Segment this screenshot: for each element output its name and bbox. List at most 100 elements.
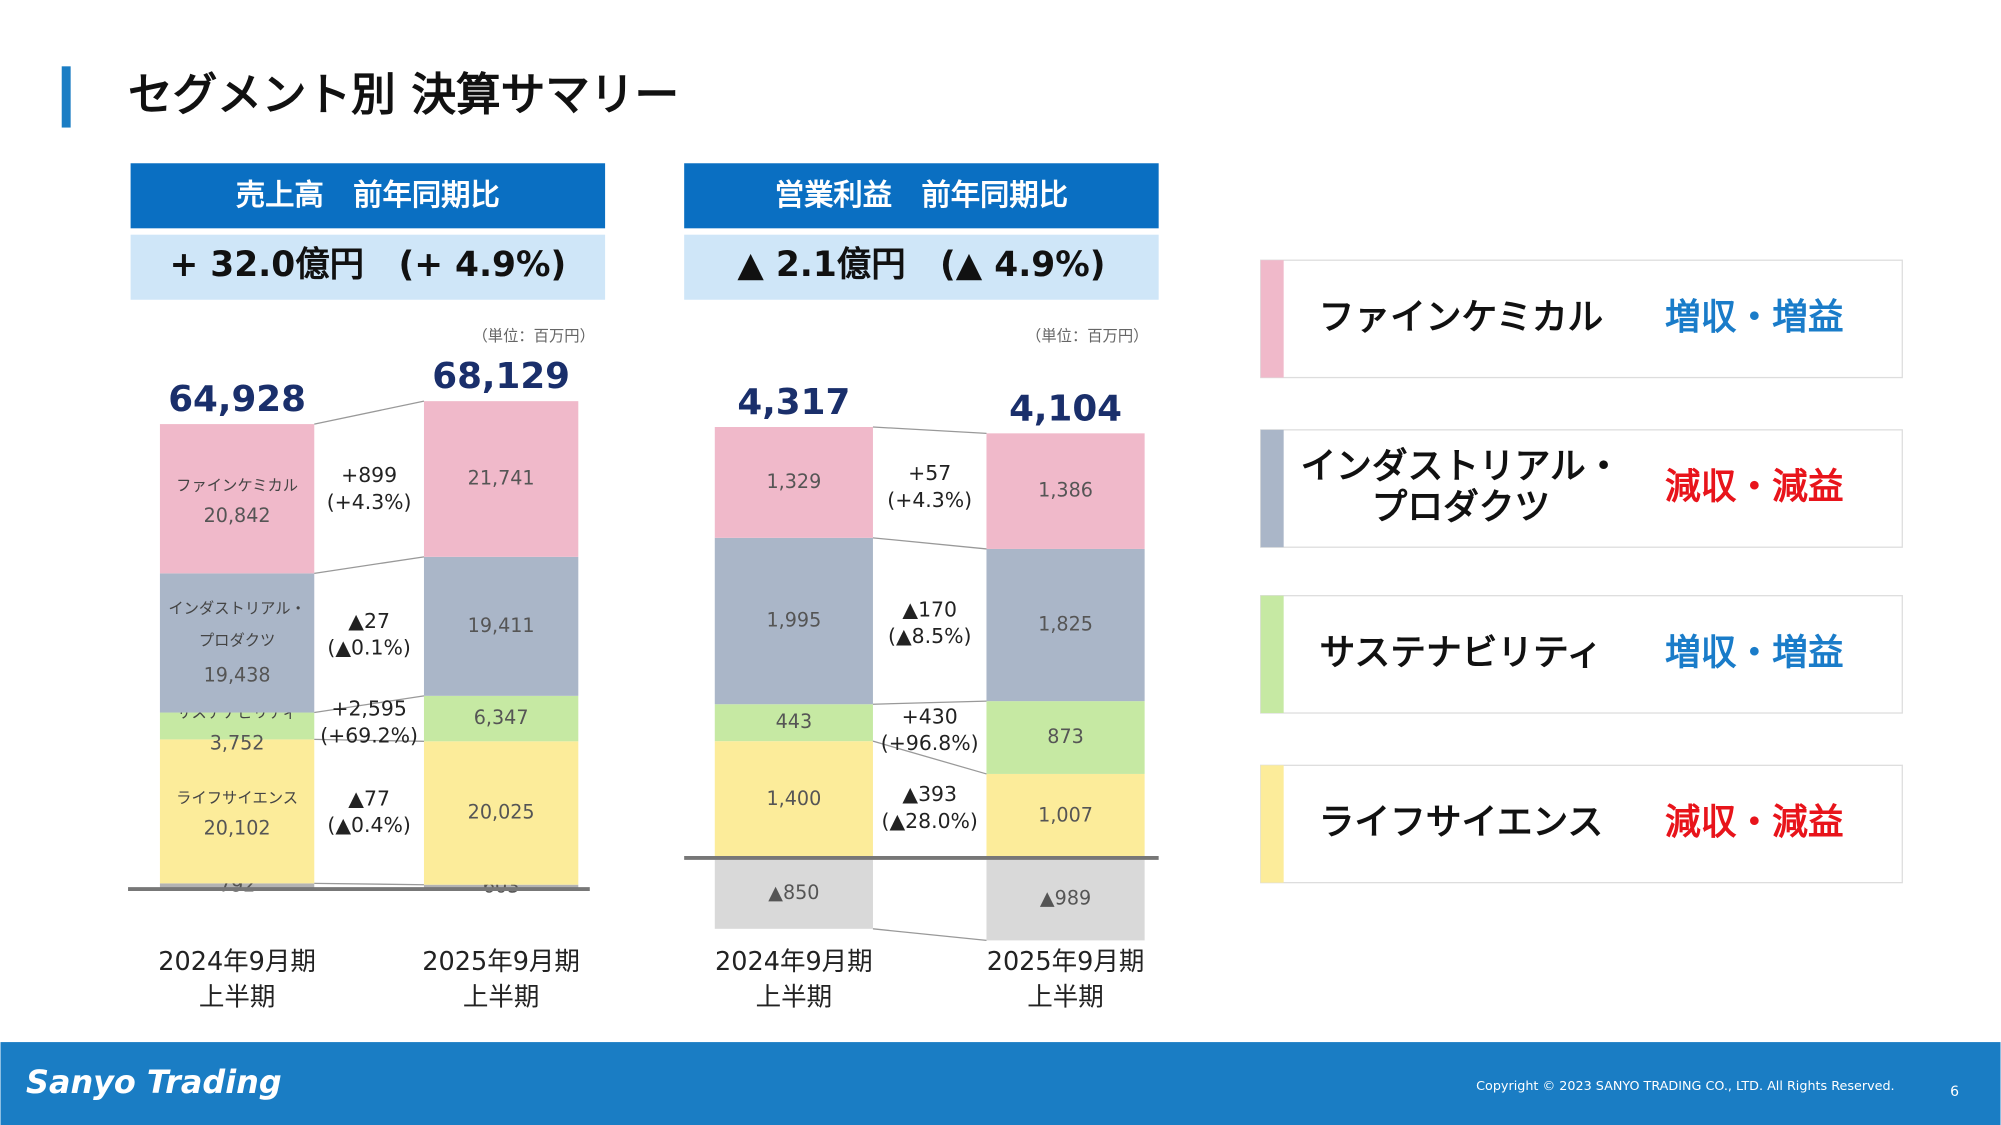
- bar-segment: [423, 556, 579, 696]
- category-label: 2025年9月期: [987, 947, 1145, 977]
- segment-label: ライフサイエンス: [1319, 802, 1604, 843]
- category-label: 上半期: [1027, 983, 1104, 1013]
- value-label: 1,825: [1038, 613, 1093, 636]
- value-label: 873: [1047, 725, 1084, 748]
- value-label: 19,438: [204, 664, 271, 687]
- value-label: 1,400: [766, 787, 821, 810]
- bar-segment: [159, 573, 315, 713]
- segment-box: [1260, 429, 1903, 548]
- change-label: +899: [341, 463, 397, 487]
- change-label: (+96.8%): [881, 731, 979, 755]
- unit-label: （単位：百万円）: [472, 327, 594, 345]
- bar-segment: [986, 433, 1145, 549]
- change-label: (+4.3%): [327, 490, 412, 514]
- segment-label: プロダクツ: [1372, 487, 1551, 528]
- connector: [314, 556, 425, 574]
- segment-name: ファインケミカル: [176, 476, 298, 494]
- bar-segment: [986, 548, 1145, 702]
- value-label: 20,025: [468, 801, 535, 824]
- bar-segment: [423, 695, 579, 742]
- unit-label: （単位：百万円）: [1026, 327, 1148, 345]
- change-label: (▲0.4%): [327, 813, 410, 837]
- segment-result: 増収・増益: [1665, 632, 1844, 673]
- bar-segment: [714, 537, 873, 705]
- connector: [872, 426, 987, 434]
- value-label: 19,411: [468, 614, 535, 637]
- bar-segment: [423, 741, 579, 885]
- segment-color: [1260, 595, 1284, 714]
- category-label: 2024年9月期: [715, 947, 873, 977]
- change-label: (+69.2%): [320, 723, 418, 747]
- segment-color: [1260, 429, 1284, 548]
- bar-segment: [159, 712, 315, 740]
- segment-name: インダストリアル・: [168, 600, 306, 618]
- change-label: +2,595: [331, 697, 406, 721]
- segment-name: ライフサイエンス: [176, 789, 298, 807]
- segment-label: ファインケミカル: [1319, 297, 1604, 338]
- total-label: 64,928: [168, 379, 306, 420]
- total-label: 4,104: [1009, 388, 1122, 429]
- value-label: 3,752: [210, 731, 265, 754]
- segment-box: [1260, 764, 1903, 884]
- bar-segment: [423, 884, 579, 890]
- connector: [872, 700, 987, 705]
- value-label: 20,842: [204, 504, 271, 527]
- segment-name: プロダクツ: [199, 632, 275, 650]
- segment-label: インダストリアル・: [1300, 446, 1621, 487]
- change-label: +57: [908, 461, 951, 485]
- total-label: 68,129: [432, 356, 570, 397]
- bar-segment: [986, 857, 1145, 941]
- value-label: ▲850: [768, 881, 819, 904]
- change-label: ▲170: [902, 597, 957, 621]
- change-label: +430: [902, 704, 958, 728]
- summary: + 32.0億円 (+ 4.9%): [169, 245, 566, 285]
- value-label: 1,007: [1038, 803, 1093, 826]
- connector: [872, 537, 987, 550]
- change-label: ▲393: [902, 782, 957, 806]
- segment-box: [1260, 595, 1903, 714]
- header-box: [684, 163, 1159, 229]
- value-label: 1,995: [766, 609, 821, 632]
- connector: [872, 928, 987, 942]
- logo: Sanyo Trading: [26, 1063, 282, 1101]
- bar-segment: [159, 424, 315, 574]
- change-label: (▲28.0%): [882, 809, 978, 833]
- category-label: 上半期: [756, 983, 833, 1013]
- title-accent: [61, 66, 71, 128]
- connector: [314, 882, 424, 886]
- value-label: 443: [776, 710, 813, 733]
- category-label: 上半期: [199, 983, 276, 1013]
- value-label: 1,329: [766, 470, 821, 493]
- change-label: (+4.3%): [887, 488, 972, 512]
- footer-band: [0, 1042, 2001, 1125]
- connector: [314, 738, 424, 742]
- segment-color: [1260, 260, 1284, 378]
- segment-color: [1260, 765, 1284, 883]
- summary-box: [684, 234, 1159, 300]
- copyright: Copyright © 2023 SANYO TRADING CO., LTD.…: [1476, 1079, 1895, 1094]
- change-label: (▲8.5%): [888, 624, 971, 648]
- segment-result: 減収・減益: [1665, 467, 1844, 508]
- category-label: 2024年9月期: [158, 947, 316, 977]
- connector: [872, 740, 987, 775]
- summary: ▲ 2.1億円 (▲ 4.9%): [737, 245, 1105, 285]
- bar-segment: [714, 741, 873, 858]
- bar-segment: [423, 401, 579, 557]
- bar-segment: [714, 857, 873, 929]
- value-label: 1,386: [1038, 479, 1093, 502]
- connector: [314, 695, 425, 714]
- bar-segment: [986, 773, 1145, 858]
- bar-segment: [986, 701, 1145, 774]
- change-label: ▲77: [348, 786, 390, 810]
- segment-result: 増収・増益: [1665, 297, 1844, 338]
- bar-segment: [159, 883, 315, 890]
- page-number: 6: [1950, 1084, 1959, 1100]
- header: 営業利益 前年同期比: [775, 178, 1068, 212]
- total-label: 4,317: [737, 382, 850, 423]
- bar-segment: [714, 704, 873, 742]
- value-label: ▲989: [1040, 887, 1091, 910]
- category-label: 上半期: [463, 983, 540, 1013]
- value-label: 6,347: [474, 706, 529, 729]
- change-label: (▲0.1%): [327, 636, 410, 660]
